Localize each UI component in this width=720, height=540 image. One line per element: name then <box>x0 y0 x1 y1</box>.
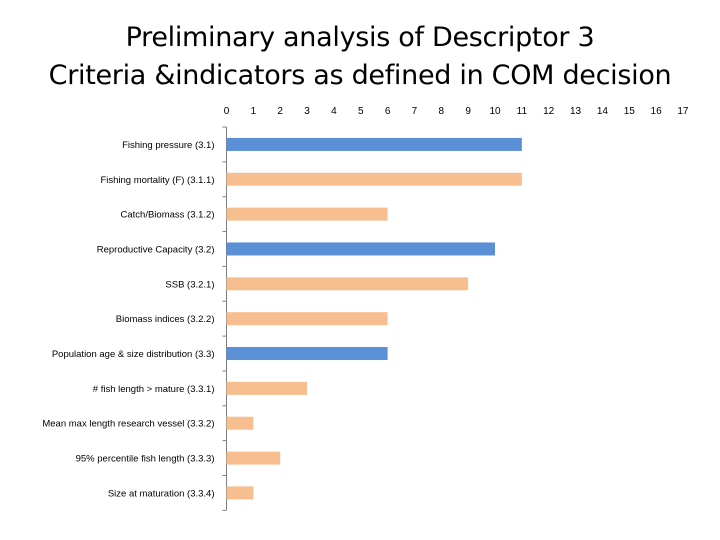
bar <box>226 172 522 186</box>
bar <box>226 242 495 256</box>
category-label: Catch/Biomass (3.1.2) <box>121 210 215 221</box>
category-label: Biomass indices (3.2.2) <box>116 314 215 325</box>
bar <box>226 451 281 465</box>
bar <box>226 486 254 500</box>
page-title: Preliminary analysis of Descriptor 3 <box>125 22 595 53</box>
category-label: Fishing pressure (3.1) <box>122 140 214 151</box>
bar <box>226 416 254 430</box>
category-label: # fish length > mature (3.3.1) <box>93 384 215 395</box>
x-tick-label: 2 <box>277 106 283 117</box>
x-tick-label: 17 <box>677 106 689 117</box>
bar <box>226 381 308 395</box>
x-tick-label: 7 <box>412 106 418 117</box>
bar <box>226 347 388 361</box>
x-tick-label: 5 <box>358 106 364 117</box>
bar <box>226 207 388 221</box>
x-tick-label: 12 <box>543 106 555 117</box>
x-tick-label: 15 <box>624 106 636 117</box>
category-label: Reproductive Capacity (3.2) <box>97 244 215 255</box>
category-label: Mean max length research vessel (3.3.2) <box>42 419 214 430</box>
category-label: Fishing mortality (F) (3.1.1) <box>100 175 214 186</box>
x-tick-label: 9 <box>465 106 471 117</box>
x-tick-label: 14 <box>597 106 609 117</box>
x-tick-label: 10 <box>489 106 501 117</box>
bar <box>226 137 522 151</box>
x-tick-label: 11 <box>517 106 528 117</box>
x-tick-label: 8 <box>439 106 445 117</box>
x-tick-label: 0 <box>224 106 230 117</box>
page-subtitle: Criteria &indicators as defined in COM d… <box>48 60 672 91</box>
bar <box>226 277 469 291</box>
x-tick-label: 1 <box>251 106 257 117</box>
x-tick-label: 16 <box>651 106 663 117</box>
x-tick-label: 13 <box>570 106 582 117</box>
x-tick-label: 4 <box>331 106 337 117</box>
x-tick-label: 6 <box>385 106 391 117</box>
category-label: 95% percentile fish length (3.3.3) <box>76 454 215 465</box>
category-label: Size at maturation (3.3.4) <box>108 488 215 499</box>
category-label: SSB (3.2.1) <box>165 279 214 290</box>
category-label: Population age & size distribution (3.3) <box>52 349 215 360</box>
x-tick-label: 3 <box>304 106 310 117</box>
bar <box>226 312 388 326</box>
